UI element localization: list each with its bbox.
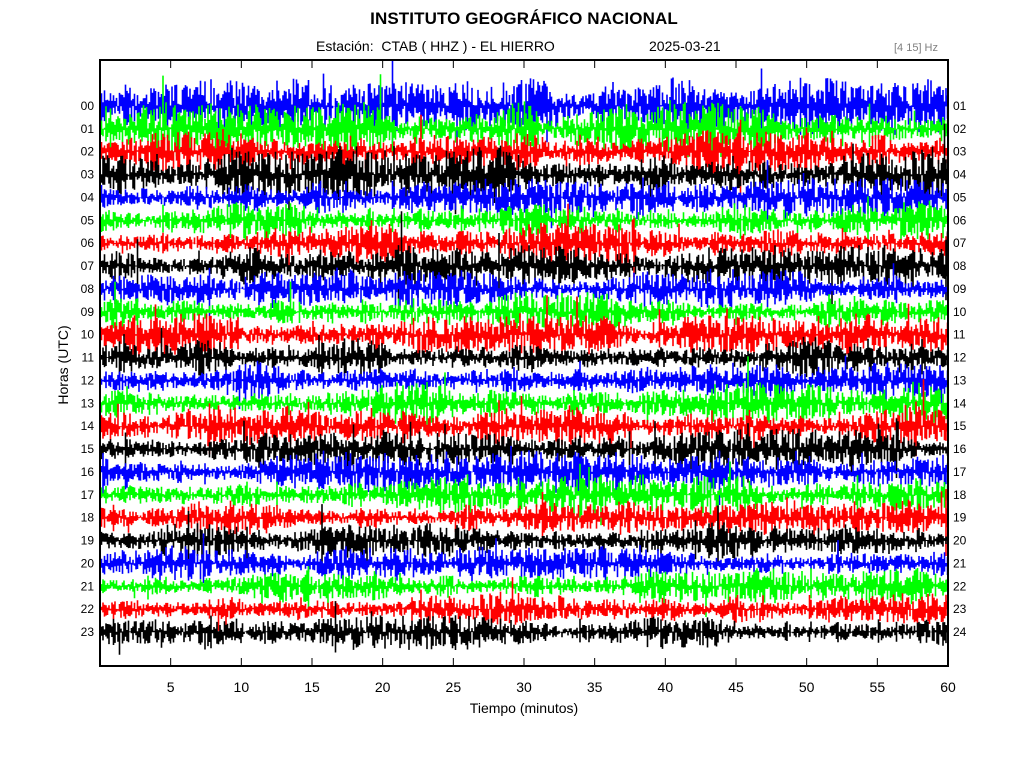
frequency-band-range: [4 15] — [894, 42, 922, 54]
y-tick-left-label: 23 — [81, 625, 95, 639]
y-tick-right-label: 23 — [953, 602, 967, 616]
trace-hour-01 — [100, 74, 948, 159]
x-axis-label: Tiempo (minutos) — [469, 700, 579, 716]
x-tick-label: 5 — [167, 679, 175, 695]
trace-hour-18 — [100, 489, 948, 556]
trace-hour-17 — [100, 461, 948, 526]
y-tick-right-label: 20 — [953, 534, 967, 548]
x-tick-label: 25 — [446, 679, 462, 695]
y-tick-left-label: 12 — [81, 373, 95, 387]
y-tick-right-label: 04 — [953, 168, 967, 182]
trace-hour-09 — [100, 281, 948, 345]
y-tick-left-label: 14 — [81, 419, 95, 433]
y-tick-left-label: 22 — [81, 602, 95, 616]
y-tick-right-label: 22 — [953, 579, 967, 593]
trace-hour-22 — [100, 577, 948, 631]
y-tick-right-label: 08 — [953, 259, 967, 273]
y-tick-left-label: 17 — [81, 488, 95, 502]
y-tick-right-label: 11 — [953, 328, 966, 342]
y-tick-right-label: 01 — [953, 99, 967, 113]
x-tick-label: 60 — [940, 679, 956, 695]
frequency-band-label: [4 15] Hz — [894, 42, 938, 54]
y-tick-left-label: 19 — [81, 534, 95, 548]
date-label: 2025-03-21 — [649, 38, 721, 54]
trace-hour-20 — [100, 533, 948, 584]
y-tick-right-label: 09 — [953, 282, 967, 296]
trace-hour-13 — [100, 356, 948, 446]
x-tick-label: 15 — [304, 679, 320, 695]
y-tick-left-label: 20 — [81, 556, 95, 570]
y-tick-left-label: 02 — [81, 145, 95, 159]
y-tick-right-label: 14 — [953, 396, 967, 410]
y-tick-left-label: 03 — [81, 168, 95, 182]
x-tick-label: 20 — [375, 679, 391, 695]
y-tick-left-label: 04 — [81, 190, 95, 204]
y-tick-left-label: 10 — [81, 328, 95, 342]
trace-group — [100, 60, 948, 655]
y-tick-left-label: 00 — [81, 99, 95, 113]
y-tick-right-label: 05 — [953, 190, 967, 204]
y-axis-label: Horas (UTC) — [55, 325, 71, 405]
trace-hour-04 — [100, 160, 948, 229]
x-tick-label: 35 — [587, 679, 603, 695]
trace-hour-15 — [100, 418, 948, 483]
y-tick-left-label: 09 — [81, 305, 95, 319]
x-tick-label: 45 — [728, 679, 744, 695]
y-tick-left-label: 11 — [82, 351, 95, 365]
y-tick-left-label: 21 — [81, 579, 95, 593]
trace-hour-00 — [100, 60, 948, 155]
trace-hour-21 — [100, 566, 948, 617]
frequency-band-unit: Hz — [924, 42, 938, 54]
y-tick-left-label: 08 — [81, 282, 95, 296]
y-tick-right-label: 15 — [953, 419, 967, 433]
y-tick-right-label: 17 — [953, 465, 967, 479]
trace-hour-11 — [100, 327, 948, 382]
trace-hour-08 — [100, 263, 948, 316]
y-tick-left-label: 01 — [81, 122, 95, 136]
tick-group: 00 01 02 03 04 05 06 07 08 09 10 11 12 13 14 15 16 17 18 19… — [81, 60, 967, 695]
y-tick-left-label: 16 — [81, 465, 95, 479]
y-tick-right-label: 13 — [953, 373, 967, 387]
y-tick-right-label: 03 — [953, 145, 967, 159]
y-tick-right-label: 19 — [953, 511, 967, 525]
y-tick-right-label: 02 — [953, 122, 967, 136]
x-tick-label: 55 — [870, 679, 886, 695]
trace-hour-06 — [100, 203, 948, 278]
y-tick-left-label: 07 — [81, 259, 95, 273]
y-tick-left-label: 18 — [81, 511, 95, 525]
y-tick-right-label: 21 — [953, 556, 967, 570]
y-tick-right-label: 24 — [953, 625, 967, 639]
y-tick-left-label: 13 — [81, 396, 95, 410]
trace-hour-12 — [100, 355, 948, 410]
trace-hour-19 — [100, 504, 948, 578]
y-tick-left-label: 05 — [81, 213, 95, 227]
trace-hour-16 — [100, 445, 948, 505]
y-tick-right-label: 10 — [953, 305, 967, 319]
trace-hour-05 — [100, 196, 948, 246]
trace-hour-07 — [100, 211, 948, 305]
trace-hour-10 — [100, 295, 948, 359]
y-tick-right-label: 16 — [953, 442, 967, 456]
trace-hour-23 — [100, 601, 948, 655]
x-tick-label: 10 — [234, 679, 250, 695]
x-tick-label: 30 — [516, 679, 532, 695]
x-tick-label: 40 — [658, 679, 674, 695]
y-tick-right-label: 07 — [953, 236, 967, 250]
y-tick-right-label: 06 — [953, 213, 967, 227]
trace-hour-14 — [100, 379, 948, 458]
y-tick-left-label: 06 — [81, 236, 95, 250]
y-tick-left-label: 15 — [81, 442, 95, 456]
station-label: Estación: CTAB ( HHZ ) - EL HIERRO — [316, 38, 555, 54]
y-tick-right-label: 18 — [953, 488, 967, 502]
chart-title: INSTITUTO GEOGRÁFICO NACIONAL — [370, 9, 678, 28]
y-tick-right-label: 12 — [953, 351, 967, 365]
x-tick-label: 50 — [799, 679, 815, 695]
